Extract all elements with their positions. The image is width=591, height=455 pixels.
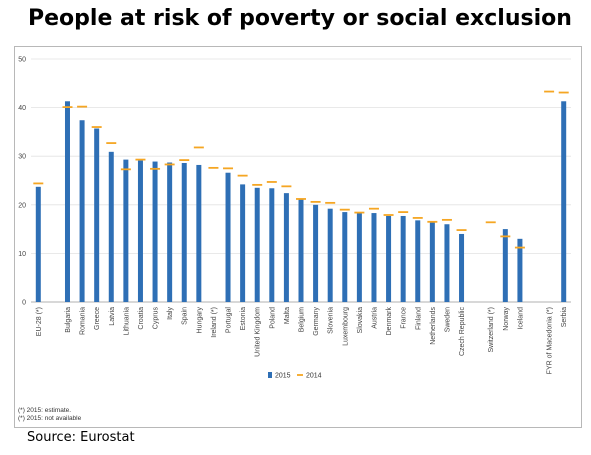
x-tick-label: Denmark <box>386 307 393 336</box>
x-tick-label: France <box>401 307 408 329</box>
x-tick-label: Switzerland (*) <box>488 307 495 353</box>
x-tick-label: Romania <box>80 307 87 335</box>
y-tick-label: 30 <box>18 154 26 161</box>
x-tick-label: Slovenia <box>328 307 335 334</box>
bar <box>371 213 377 302</box>
y-tick-label: 10 <box>18 251 26 258</box>
x-tick-label: Estonia <box>240 307 247 330</box>
x-tick-label: Norway <box>503 307 510 331</box>
y-tick-label: 0 <box>22 300 26 307</box>
bar <box>167 162 173 302</box>
bar <box>269 188 275 302</box>
chart-frame <box>14 46 582 428</box>
x-tick-label: Hungary <box>196 307 203 334</box>
x-tick-label: Greece <box>94 307 101 330</box>
legend-label-2015: 2015 <box>275 373 291 380</box>
bar <box>298 199 304 302</box>
legend-swatch-2015 <box>268 372 272 378</box>
x-tick-label: Sweden <box>444 307 451 332</box>
bar <box>137 160 143 302</box>
bar <box>517 238 523 302</box>
x-tick-label: FYR of Macedonia (*) <box>547 307 554 374</box>
bar <box>254 187 260 302</box>
bar <box>429 222 435 302</box>
y-tick-label: 20 <box>18 202 26 209</box>
x-tick-label: Netherlands <box>430 307 437 345</box>
x-tick-label: Spain <box>182 307 189 325</box>
page-title: People at risk of poverty or social excl… <box>28 6 572 31</box>
bar <box>152 161 158 302</box>
x-tick-label: Bulgaria <box>65 307 72 333</box>
source-note: Source: Eurostat <box>27 430 135 445</box>
bar <box>502 229 508 302</box>
x-tick-label: Czech Republic <box>459 307 466 357</box>
x-axis-labels: EU-28 (*) Bulgaria Romania Greece Latvia Lith… <box>36 307 568 375</box>
x-tick-label: Luxembourg <box>342 307 349 346</box>
bar <box>79 120 85 303</box>
bar <box>240 184 246 302</box>
x-tick-label: Croatia <box>138 307 145 330</box>
bar <box>108 151 114 302</box>
bar <box>313 204 319 302</box>
bar <box>94 128 100 302</box>
bar <box>123 159 129 302</box>
x-tick-label: Lithuania <box>123 307 130 336</box>
bar <box>64 101 70 302</box>
x-tick-label: Italy <box>167 307 174 320</box>
x-tick-label: Portugal <box>226 307 233 334</box>
legend-label-2014: 2014 <box>306 373 322 380</box>
x-tick-label: Slovakia <box>357 307 364 334</box>
bar <box>415 220 421 302</box>
bar <box>459 233 465 302</box>
bar <box>561 101 567 302</box>
markers-2014 <box>33 90 569 249</box>
bar <box>35 186 41 302</box>
x-tick-label: Austria <box>371 307 378 329</box>
bar <box>444 224 450 302</box>
bar <box>356 212 362 302</box>
bars-2015 <box>35 101 567 303</box>
legend: 2015 2014 <box>268 372 322 380</box>
y-tick-label: 50 <box>18 57 26 64</box>
bar <box>196 164 202 302</box>
x-tick-label: Germany <box>313 307 320 336</box>
x-tick-label: Malta <box>284 307 291 324</box>
bar <box>225 172 231 302</box>
x-tick-label: Cyprus <box>153 307 160 330</box>
footnotes: (*) 2015: estimate. (*) 2015: not availa… <box>18 407 81 423</box>
x-tick-label: United Kingdom <box>255 307 262 357</box>
x-tick-label: Finland <box>415 307 422 330</box>
bar <box>342 212 348 302</box>
y-axis: 0 10 20 30 40 50 <box>18 57 26 307</box>
x-tick-label: EU-28 (*) <box>36 307 43 336</box>
x-tick-label: Ireland (*) <box>211 307 218 338</box>
bar <box>283 193 289 302</box>
x-tick-label: Iceland <box>517 307 524 330</box>
bar <box>400 215 406 302</box>
bar <box>386 215 392 302</box>
y-tick-label: 40 <box>18 105 26 112</box>
x-tick-label: Belgium <box>299 307 306 332</box>
x-tick-label: Poland <box>269 307 276 329</box>
x-tick-label: Latvia <box>109 307 116 326</box>
bar <box>181 163 187 302</box>
bar <box>327 208 333 302</box>
footnote: (*) 2015: not available <box>18 415 82 422</box>
footnote: (*) 2015: estimate. <box>18 407 72 414</box>
x-tick-label: Serbia <box>561 307 568 327</box>
